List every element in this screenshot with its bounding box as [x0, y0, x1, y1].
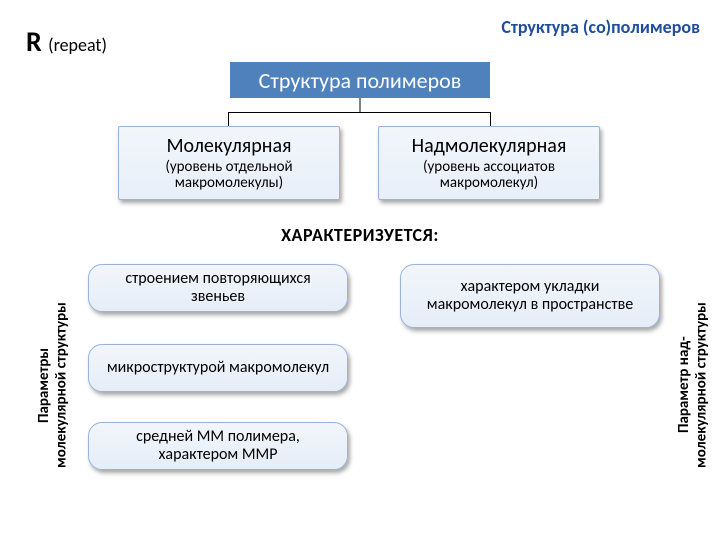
root-node: Структура полимеров — [230, 62, 490, 98]
header-r: R (repeat) — [26, 24, 107, 59]
child-subtitle: (уровень ассоциатов макромолекул) — [389, 159, 589, 192]
header-r-sub: (repeat) — [48, 34, 107, 56]
sidelabel-right: Параметр над-молекулярной структуры — [676, 280, 711, 490]
connector-line — [360, 98, 361, 112]
child-node-molecular: Молекулярная (уровень отдельной макромол… — [118, 126, 340, 200]
connector-line — [228, 112, 229, 126]
child-title: Надмолекулярная — [412, 135, 567, 157]
header-r-letter: R — [26, 24, 42, 59]
pill-left-2: микроструктурой макромолекул — [88, 344, 348, 392]
pill-text: характером укладки макромолекул в простр… — [415, 278, 645, 313]
pill-left-3: средней ММ полимера, характером ММР — [88, 422, 348, 470]
characterized-label: ХАРАКТЕРИЗУЕТСЯ: — [281, 224, 439, 246]
sidelabel-left: Параметрымолекулярной структуры — [36, 280, 71, 490]
pill-text: микроструктурой макромолекул — [107, 359, 329, 377]
pill-text: строением повторяющихся звеньев — [103, 270, 333, 305]
pill-left-1: строением повторяющихся звеньев — [88, 264, 348, 312]
pill-right-1: характером укладки макромолекул в простр… — [400, 264, 660, 328]
sidelabel-text: Параметр над-молекулярной структуры — [675, 302, 710, 468]
root-label: Структура полимеров — [259, 67, 462, 94]
connector-line — [228, 112, 490, 113]
header-title: Структура (со)полимеров — [501, 16, 700, 38]
connector-line — [490, 112, 491, 126]
child-subtitle: (уровень отдельной макромолекулы) — [129, 159, 329, 192]
child-title: Молекулярная — [166, 135, 291, 157]
sidelabel-text: Параметрымолекулярной структуры — [35, 302, 70, 468]
child-node-supramolecular: Надмолекулярная (уровень ассоциатов макр… — [378, 126, 600, 200]
pill-text: средней ММ полимера, характером ММР — [103, 428, 333, 463]
